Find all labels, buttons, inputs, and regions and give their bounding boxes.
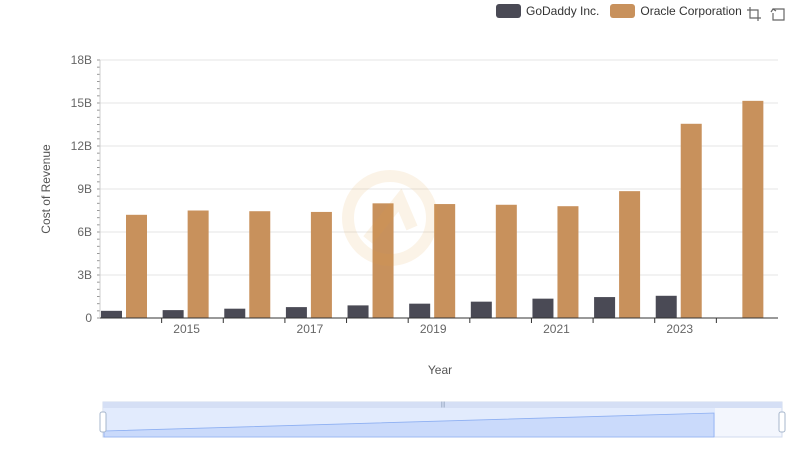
bar-godaddy [101,310,122,318]
legend: GoDaddy Inc. Oracle Corporation [496,4,753,18]
x-axis-label: Year [428,363,452,377]
y-tick-label: 12B [71,139,92,153]
zoom-icon[interactable] [746,6,762,22]
legend-swatch-godaddy [496,4,521,18]
bar-godaddy [594,297,616,318]
datazoom-selected-range[interactable] [104,408,715,437]
bar-godaddy [409,303,431,318]
legend-item-godaddy[interactable]: GoDaddy Inc. [496,4,599,18]
bar-godaddy [470,301,492,318]
watermark-logo [342,170,438,266]
y-tick-label: 3B [77,268,92,282]
bar-oracle [249,211,271,318]
x-tick-label: 2017 [297,322,324,336]
datazoom-top-bar [103,402,782,408]
bar-oracle [742,100,764,318]
bar-oracle [187,210,209,318]
legend-label-oracle: Oracle Corporation [640,4,742,18]
bar-oracle [434,204,456,318]
y-tick-label: 18B [71,53,92,67]
legend-label-godaddy: GoDaddy Inc. [526,4,600,18]
bar-oracle [310,211,332,318]
y-tick-label: 9B [77,182,92,196]
y-tick-label: 15B [71,96,92,110]
x-tick-label: 2019 [420,322,447,336]
bar-oracle [619,191,641,318]
bar-oracle [495,204,517,318]
datazoom-slider[interactable]: ||| [99,401,786,438]
axes: 0 3B 6B 9B 12B 15B 18B 2015 2017 2019 2021 2023 [71,53,778,336]
bar-godaddy [655,295,677,318]
datazoom-preview-area [103,412,715,438]
toolbox [746,6,786,22]
y-tick-label: 6B [77,225,92,239]
legend-swatch-oracle [610,4,636,18]
x-tick-label: 2015 [173,322,200,336]
datazoom-grip-icon[interactable]: ||| [441,402,446,408]
y-tick-label: 0 [85,311,92,325]
bar-godaddy [224,308,246,318]
x-tick-label: 2021 [543,322,570,336]
restore-icon[interactable] [770,6,786,22]
y-axis-label: Cost of Revenue [39,144,53,234]
x-tick-label: 2023 [666,322,693,336]
bar-oracle [126,214,147,318]
bar-oracle [680,123,702,319]
bar-godaddy [285,307,307,318]
bar-oracle [372,203,394,318]
legend-item-oracle[interactable]: Oracle Corporation [610,4,742,18]
datazoom-right-handle[interactable] [778,411,786,433]
bar-godaddy [347,305,369,318]
datazoom-left-handle[interactable] [99,411,107,433]
bar-godaddy [532,298,554,318]
bars [101,100,764,319]
bar-oracle [557,206,579,318]
bar-godaddy [162,310,184,318]
